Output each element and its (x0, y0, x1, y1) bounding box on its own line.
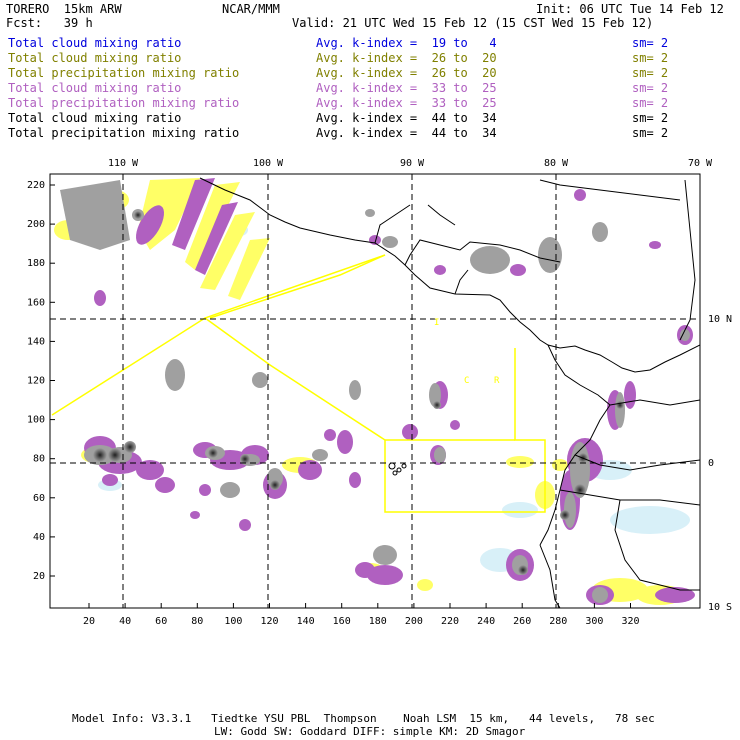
region-label-c: C (464, 376, 469, 386)
bottom-axis-label: 300 (585, 616, 603, 627)
domain-outline (51, 254, 546, 513)
top-axis-label: 80 W (544, 158, 569, 169)
legend-range: Avg. k-index = 44 to 34 (316, 111, 497, 125)
lat-lon-grid (50, 174, 700, 608)
legend-range: Avg. k-index = 44 to 34 (316, 126, 497, 140)
right-axis-label: 10 S (708, 602, 732, 613)
bottom-axis-label: 160 (333, 616, 351, 627)
legend-sm: sm= 2 (632, 36, 669, 50)
plot-frame (49, 173, 701, 609)
left-axis-label: 180 (27, 258, 45, 269)
left-axis-label: 80 (33, 454, 45, 465)
bottom-axis-label: 20 (83, 616, 95, 627)
bottom-axis-label: 220 (441, 616, 459, 627)
legend-range: Avg. k-index = 26 to 20 (316, 66, 497, 80)
legend-sm: sm= 2 (632, 111, 669, 125)
center-name: NCAR/MMM (222, 2, 280, 16)
bottom-axis-label: 320 (621, 616, 639, 627)
left-axis-label: 200 (27, 219, 45, 230)
left-axis-label: 60 (33, 493, 45, 504)
legend-field: Total cloud mixing ratio (8, 36, 182, 50)
bottom-axis-label: 200 (405, 616, 423, 627)
legend-sm: sm= 2 (632, 96, 669, 110)
left-axis-label: 160 (27, 297, 45, 308)
left-axis-label: 220 (27, 180, 45, 191)
legend-range: Avg. k-index = 33 to 25 (316, 96, 497, 110)
top-axis-label: 110 W (108, 158, 139, 169)
init-time: Init: 06 UTC Tue 14 Feb 12 (536, 2, 724, 16)
right-axis-label: 0 (708, 458, 714, 469)
galapagos-islands (388, 462, 407, 476)
bottom-axis-label: 80 (191, 616, 203, 627)
bottom-axis-label: 180 (369, 616, 387, 627)
legend-range: Avg. k-index = 33 to 25 (316, 81, 497, 95)
legend-sm: sm= 2 (632, 66, 669, 80)
bottom-axis-label: 260 (513, 616, 531, 627)
bottom-axis-label: 60 (155, 616, 167, 627)
bottom-axis-label: 100 (224, 616, 242, 627)
legend-field: Total precipitation mixing ratio (8, 126, 240, 140)
model-info-line1: Model Info: V3.3.1 Tiedtke YSU PBL Thomp… (72, 712, 655, 725)
valid-time: Valid: 21 UTC Wed 15 Feb 12 (15 CST Wed … (292, 16, 654, 30)
bottom-axis-label: 40 (119, 616, 131, 627)
legend-field: Total precipitation mixing ratio (8, 96, 240, 110)
legend-field: Total cloud mixing ratio (8, 81, 182, 95)
left-axis-label: 100 (27, 415, 45, 426)
bottom-axis-label: 120 (260, 616, 278, 627)
legend-sm: sm= 2 (632, 81, 669, 95)
left-axis-label: 140 (27, 336, 45, 347)
region-label-r: R (494, 376, 500, 386)
legend-field: Total cloud mixing ratio (8, 111, 182, 125)
right-axis-label: 10 N (708, 314, 732, 325)
model-info-line2: LW: Godd SW: Goddard DIFF: simple KM: 2D… (214, 725, 526, 738)
bottom-axis-label: 280 (549, 616, 567, 627)
region-label-i: I (434, 318, 439, 328)
legend-field: Total precipitation mixing ratio (8, 66, 240, 80)
top-axis-label: 70 W (688, 158, 713, 169)
left-axis-label: 20 (33, 571, 45, 582)
left-axis-label: 120 (27, 376, 45, 387)
legend-sm: sm= 2 (632, 51, 669, 65)
legend-sm: sm= 2 (632, 126, 669, 140)
dark-cloud-cores (93, 211, 624, 575)
ticks (50, 184, 631, 608)
forecast-hour: Fcst: 39 h (6, 16, 93, 30)
left-axis-label: 40 (33, 532, 45, 543)
model-title: TORERO 15km ARW (6, 2, 122, 16)
legend-range: Avg. k-index = 26 to 20 (316, 51, 497, 65)
bottom-axis-label: 240 (477, 616, 495, 627)
legend-range: Avg. k-index = 19 to 4 (316, 36, 497, 50)
top-axis-label: 100 W (253, 158, 284, 169)
legend-field: Total cloud mixing ratio (8, 51, 182, 65)
top-axis-label: 90 W (400, 158, 425, 169)
bottom-axis-label: 140 (297, 616, 315, 627)
